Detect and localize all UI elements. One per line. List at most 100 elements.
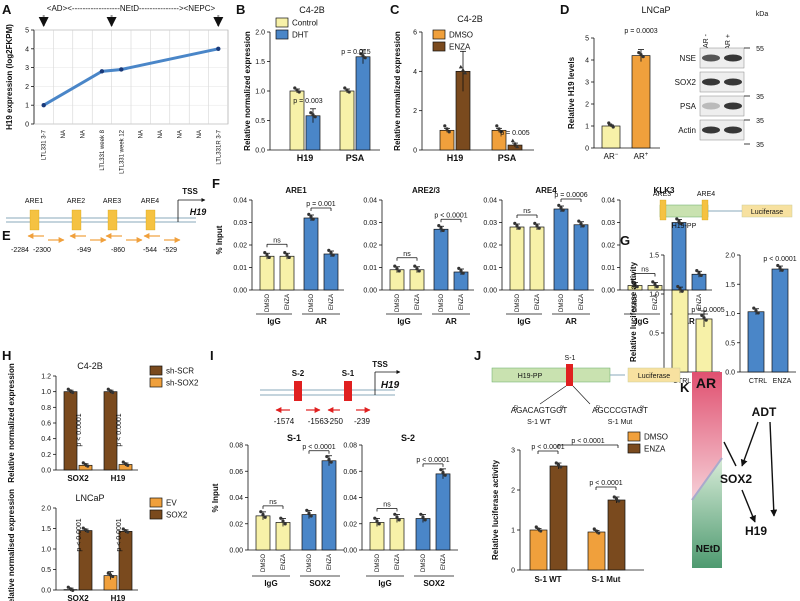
h19-line	[42, 47, 219, 107]
x-tick-label: LTL331 week 8	[100, 129, 106, 170]
y-tick-label: 1.5	[649, 253, 659, 260]
bar-i-point	[307, 511, 311, 515]
bracket-f-ns-label: ns	[641, 267, 649, 274]
y-tick-label: 0.01	[601, 265, 615, 272]
y-tick-label: 2	[25, 84, 29, 91]
bar-h-point	[106, 387, 110, 391]
pos-i-3: -239	[354, 417, 371, 426]
y-tick-label: 0.8	[41, 405, 51, 412]
bar-h-point	[108, 573, 113, 577]
y-tick-label: 1.5	[725, 282, 735, 289]
bar-j-point	[534, 525, 538, 529]
y-tick-label: 1.0	[255, 89, 265, 96]
bar-d-1	[631, 55, 651, 149]
bar-i-point	[395, 515, 399, 519]
stage-header: <AD><------------------NEtD-------------…	[47, 4, 216, 13]
pval-d: p = 0.0003	[624, 28, 657, 35]
y-tick-label: 0.08	[229, 443, 243, 450]
bar-j-point	[594, 529, 599, 533]
bar-j-point	[539, 529, 543, 533]
bar-i-point	[393, 512, 397, 516]
y-tick-label: 4	[585, 58, 589, 65]
k-adt-sox2	[740, 421, 759, 467]
y-tick-label: 0.03	[233, 220, 247, 227]
bar-f-point	[631, 280, 635, 284]
y-tick-label: 1.0	[725, 311, 735, 318]
bar-b-point	[345, 88, 349, 92]
blot-band	[702, 54, 720, 62]
bar-g-point	[778, 266, 782, 270]
blot-band	[702, 78, 720, 86]
bar-h-point	[86, 529, 90, 533]
bar-f-point	[515, 224, 519, 228]
bar-f-point	[309, 215, 313, 219]
blot-kda-3: 35	[756, 142, 764, 149]
y-axis-label: H19 expression (log2FKPM)	[5, 24, 14, 130]
y-tick-label: 0.02	[601, 243, 615, 250]
pval-h-1-0: p < 0.0001	[76, 518, 83, 551]
bar-h-point	[66, 585, 70, 589]
h19-point	[216, 46, 221, 51]
pval-h-1-1: p < 0.0001	[116, 518, 123, 551]
bar-f-point	[395, 266, 399, 271]
blot-row-bg-1	[699, 71, 745, 93]
group-label-igg: IgG	[267, 317, 280, 326]
y-tick-label: 0.02	[483, 243, 497, 250]
bracket-f-ns-label: ns	[523, 208, 531, 215]
bar-h-point	[123, 528, 128, 533]
blot-kda-0: 55	[756, 46, 764, 53]
bar-h-point	[111, 574, 115, 579]
x-label-f: ENZA	[459, 294, 465, 310]
y-axis-label: Relative normalized expression	[7, 363, 16, 483]
y-tick-label: 0.00	[233, 288, 247, 295]
bar-c-point	[510, 138, 515, 143]
bar-i-point	[261, 512, 265, 517]
x-label-f: ENZA	[285, 294, 291, 310]
x-cat-c: H19	[447, 153, 464, 163]
bracket-f-ns-label: ns	[273, 237, 281, 244]
x-label-i: DMSO	[375, 554, 381, 572]
bar-h-point	[121, 527, 125, 531]
bar-b-1-0	[339, 90, 355, 151]
pos-5: -529	[163, 247, 177, 254]
y-tick-label: 0.5	[725, 340, 735, 347]
x-tick-label: NA	[197, 130, 203, 138]
bar-j-point	[617, 499, 621, 503]
bar-f-point	[311, 217, 315, 221]
blot-row-label-3: Actin	[678, 126, 696, 135]
x-cat-d-1: AR+	[634, 152, 649, 161]
x-label-f: DMSO	[559, 294, 565, 312]
y-tick-label: 0.0	[41, 588, 51, 595]
bar-f-point	[265, 253, 269, 257]
bar-f-point	[307, 212, 311, 216]
bar-j-0-1	[549, 465, 568, 571]
bar-g-point	[680, 289, 684, 293]
bar-f-point	[633, 282, 637, 286]
blot-row-bg-3	[699, 119, 745, 141]
sub-title-i-1: S-2	[401, 433, 415, 443]
x-label-f: ENZA	[329, 294, 335, 310]
y-axis-label: Relative luciferase activity	[491, 459, 500, 560]
bar-g-point	[700, 313, 704, 317]
x-cat-g-l-0: CTRL	[673, 378, 691, 385]
k-adt-h19	[769, 421, 778, 517]
bar-f-point	[457, 266, 461, 270]
bar-g-l-0	[671, 289, 689, 373]
y-tick-label: 0.02	[233, 243, 247, 250]
construct-label-1: ARE4	[697, 191, 715, 198]
bar-g-point	[704, 318, 708, 322]
bar-f-point	[283, 251, 287, 255]
bar-b-point	[361, 54, 365, 58]
bar-c-point	[495, 124, 499, 128]
group-label-i-igg: IgG	[378, 579, 391, 588]
j-three-wt: 3'	[560, 406, 564, 412]
bar-b-point	[363, 56, 367, 60]
y-tick-label: 2.0	[255, 30, 265, 37]
j-wt-seq: AGACAGTGGT	[511, 406, 568, 415]
bar-j-point	[536, 527, 541, 531]
legend-j-label-1: ENZA	[644, 445, 666, 454]
group-label-i-sox2: SOX2	[423, 579, 445, 588]
bar-d-0	[601, 125, 621, 149]
y-tick-label: 0.5	[649, 331, 659, 338]
pval-g-r: p < 0.0001	[763, 256, 796, 263]
